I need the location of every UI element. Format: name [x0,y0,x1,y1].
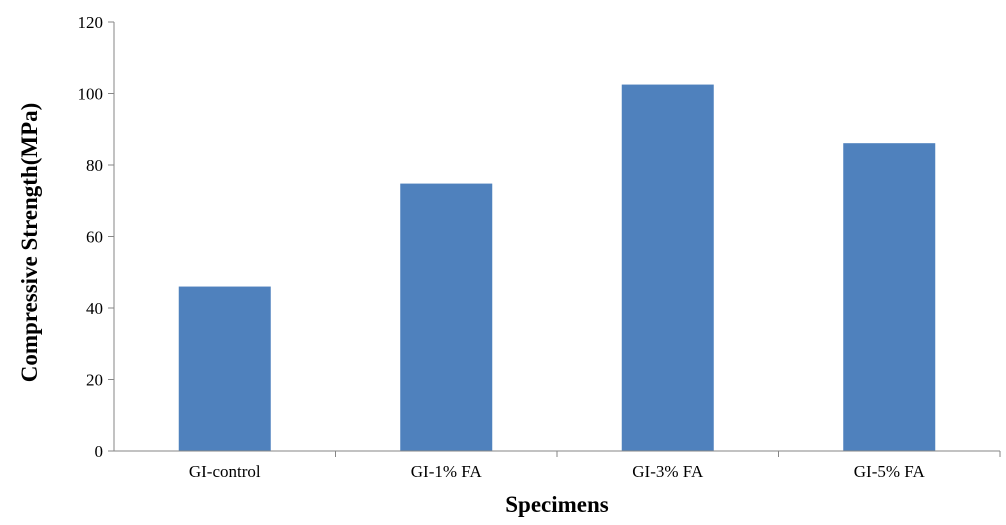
y-tick-label: 100 [78,85,104,104]
y-tick-label: 20 [86,371,103,390]
y-tick-label: 120 [78,13,104,32]
y-axis-ticks: 0 20 40 60 80 100 120 [78,13,114,461]
bars [178,84,936,451]
y-tick-label: 80 [86,156,103,175]
y-axis-title: Compressive Strength(MPa) [17,103,42,383]
x-tick-label: GI-3% FA [632,462,704,481]
x-tick-label: GI-1% FA [411,462,483,481]
bar [843,143,936,451]
x-tick-label: GI-control [189,462,261,481]
x-axis-title: Specimens [505,492,609,517]
y-tick-label: 60 [86,228,103,247]
bar [178,286,271,451]
y-tick-label: 40 [86,299,103,318]
x-axis-tick-labels: GI-control GI-1% FA GI-3% FA GI-5% FA [189,451,1001,481]
x-tick-label: GI-5% FA [854,462,926,481]
y-tick-label: 0 [95,442,104,461]
bar [400,183,493,451]
bar [621,84,714,451]
